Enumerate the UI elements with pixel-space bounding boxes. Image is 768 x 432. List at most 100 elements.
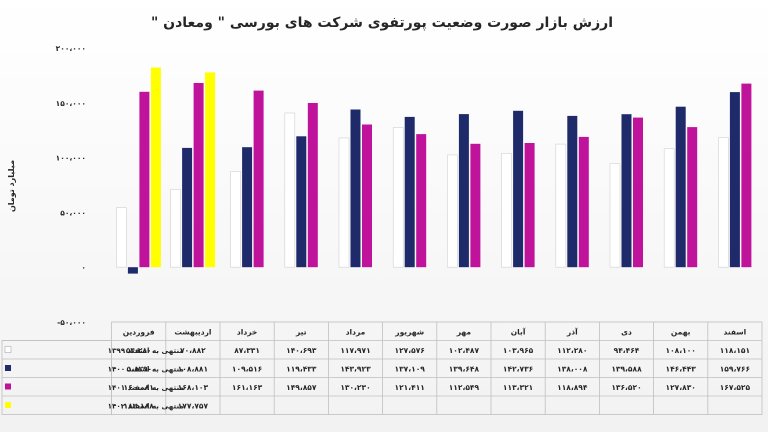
category-label: آبان [511,327,526,337]
bar-3-5 [524,143,535,268]
category-label: اردیبهشت [174,328,211,337]
y-axis-label: میلیارد تومان [7,160,16,212]
bar-3-12 [139,91,150,268]
legend-swatch [4,346,12,353]
data-label: ۱۱۸،۱۵۱ [720,346,750,355]
data-label: ۱۴۹،۸۵۷ [286,383,317,392]
legend-label: منتهی به اسفند ۱۴۰۲ [108,402,184,411]
bar-1-3 [609,163,621,268]
bar-1-5 [501,153,512,268]
data-label: ۱۰۸،۸۸۱ [178,365,208,374]
data-label: ۱۶۱،۱۶۳ [232,383,263,392]
bar-1-1 [718,137,729,268]
y-tick-label: -۵۰،۰۰۰ [57,318,86,327]
bar-3-11 [193,83,204,268]
data-label: ۱۳۹،۵۸۸ [611,365,642,374]
bar-1-11 [170,189,181,268]
bar-2-4 [567,115,578,268]
category-label: مهر [456,328,472,337]
bar-2-3 [621,114,632,268]
bar-3-4 [578,136,589,268]
data-label: ۱۴۲،۷۳۶ [503,365,533,374]
bar-3-8 [362,124,372,268]
data-label: ۱۰۲،۴۸۷ [449,346,480,355]
category-label: مرداد [346,328,366,337]
data-label: ۸۷،۳۳۱ [234,346,260,355]
data-label: ۱۱۸،۸۹۴ [557,383,588,392]
category-label: شهریور [394,328,424,337]
bar-2-12 [127,267,138,274]
data-label: ۱۱۹،۴۳۳ [286,365,317,374]
category-label: بهمن [671,328,691,337]
category-label: تیر [295,328,307,337]
data-label: ۱۲۷،۸۳۰ [666,383,696,392]
bar-series [116,67,752,274]
data-label: ۱۰۳،۹۶۵ [503,346,534,355]
data-label: ۷۰،۸۸۲ [180,346,206,355]
bar-2-8 [350,109,361,268]
bar-2-6 [458,114,469,268]
data-label: ۵۴،۲۸۰ [126,346,152,355]
data-label: ۱۷۷،۷۵۷ [178,402,209,411]
y-tick-label: ۵۰،۰۰۰ [60,208,86,217]
bar-2-5 [513,110,524,268]
legend-swatch [5,383,11,390]
legend-label: منتهی به اسفند ۱۳۹۹ [108,346,184,355]
data-label: ۱۶۷،۵۲۵ [720,383,751,392]
data-label: ۱۱۳،۳۲۱ [503,383,533,392]
bar-1-7 [392,127,404,268]
y-tick-label: ۲۰۰،۰۰۰ [56,44,86,53]
bar-2-7 [404,116,415,268]
bar-3-2 [687,127,698,268]
category-label: خرداد [237,328,257,337]
data-label: ۱۰۹،۵۱۶ [232,365,262,374]
data-label: ۱۳۶،۵۲۰ [611,383,641,392]
bar-3-9 [307,103,318,268]
bar-1-2 [663,148,675,268]
bar-3-7 [416,134,427,268]
legend-label: منتهی به اسفند ۱۴۰۱ [108,383,184,392]
bar-2-9 [296,136,307,268]
y-tick-label: ۱۰۰،۰۰۰ [56,154,86,163]
category-label: فروردین [123,328,155,337]
legend-swatch [5,402,11,408]
bar-1-4 [555,143,567,268]
legend-label: منتهی به اسفند ۱۴۰۰ [108,365,184,374]
data-label: ۱۵۹،۷۶۶ [720,365,750,374]
data-label: ۹۴،۴۶۴ [614,346,640,355]
bar-2-1 [729,92,740,268]
bar-3-1 [741,83,752,268]
data-label: ۵،۸۲۹- [127,365,151,374]
category-label: آذر [566,327,578,337]
bar-2-10 [242,147,253,268]
bar-1-8 [338,137,350,268]
bar-2-11 [182,147,193,268]
data-label: ۱۳۰،۲۳۰ [340,383,370,392]
y-tick-label: ۱۵۰،۰۰۰ [56,99,86,108]
bar-1-6 [447,154,458,268]
data-label: ۱۱۷،۹۷۱ [340,346,370,355]
legend-swatch [5,365,11,371]
data-label: ۱۳۹،۶۴۸ [449,365,480,374]
bar-1-10 [230,171,241,268]
data-label: ۱۸۲،۱۸۸ [124,402,155,411]
chart-title: ارزش بازار صورت وضعیت پورتفوی شرکت های ب… [151,15,613,31]
bar-4-12 [150,67,161,268]
bar-3-10 [253,90,264,268]
data-label: ۱۴۳،۹۲۳ [340,365,371,374]
data-label: ۱۳۸،۰۰۸ [557,365,588,374]
data-label: ۱۳۷،۱۰۹ [395,365,426,374]
category-label: اسفند [724,328,747,337]
data-label: ۱۱۲،۵۴۹ [449,383,480,392]
data-label: ۱۲۷،۵۷۶ [395,346,425,355]
data-label: ۱۶۸،۱۰۳ [178,383,209,392]
data-label: ۱۲۱،۴۱۱ [395,383,425,392]
bar-3-6 [470,143,481,268]
bar-4-11 [205,72,216,268]
data-label: ۱۴۰،۶۹۳ [286,346,317,355]
y-axis-ticks: ۲۰۰،۰۰۰ ۱۵۰،۰۰۰ ۱۰۰،۰۰۰ ۵۰،۰۰۰ ۰ -۵۰،۰۰۰ [56,44,86,327]
bar-2-2 [675,106,686,268]
bar-1-9 [284,112,296,268]
data-table: اسفند بهمن دی آذر آبان مهر شهریور مرداد تیر خرداد… [1,321,763,415]
